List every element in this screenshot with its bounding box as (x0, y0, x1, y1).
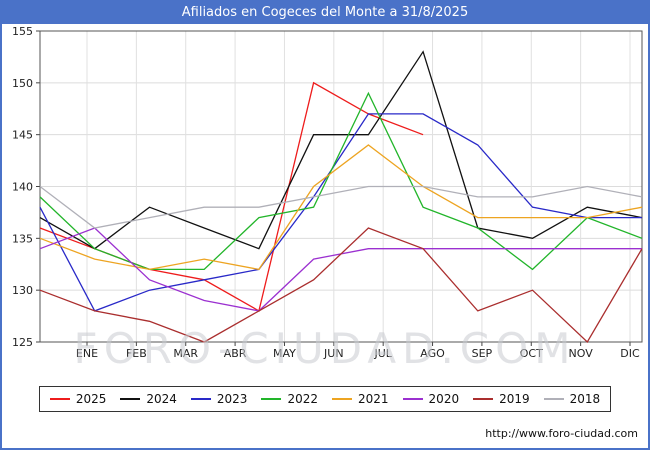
y-tick-label: 155 (12, 25, 33, 38)
y-tick-label: 125 (12, 336, 33, 349)
legend-swatch-2025 (49, 398, 70, 400)
x-tick-label: SEP (472, 347, 493, 360)
x-tick-label: MAY (273, 347, 296, 360)
series-line-2021 (39, 144, 643, 271)
series-line-2024 (39, 50, 643, 250)
legend-label-2020: 2020 (428, 392, 460, 406)
legend-swatch-2022 (261, 398, 282, 400)
y-tick-label: 145 (12, 129, 33, 142)
x-tick-label: OCT (520, 347, 543, 360)
x-tick-label: NOV (569, 347, 594, 360)
legend-swatch-2019 (473, 398, 494, 400)
series-line-2022 (39, 91, 643, 271)
legend-item-2020: 2020 (402, 392, 460, 406)
legend-item-2023: 2023 (190, 392, 248, 406)
series-line-2023 (39, 113, 642, 312)
legend-item-2018: 2018 (543, 392, 601, 406)
legend-label-2021: 2021 (358, 392, 389, 406)
legend-swatch-2018 (543, 398, 564, 400)
legend-item-2025: 2025 (49, 392, 107, 406)
legend-item-2024: 2024 (120, 392, 177, 406)
x-tick-label: MAR (173, 347, 198, 360)
y-tick-label: 140 (12, 181, 33, 194)
x-tick-label: ENE (76, 347, 98, 360)
series-line-2018 (39, 185, 643, 229)
y-tick-label: 150 (12, 77, 33, 90)
legend-item-2021: 2021 (332, 392, 389, 406)
legend-swatch-2020 (402, 398, 423, 400)
affiliates-line-chart: 125 130 135 140 145 150 155 ENE FEB MAR ABR MAY JUN J… (12, 25, 643, 360)
legend-label-2023: 2023 (216, 392, 248, 406)
series-line-2020 (39, 227, 642, 312)
x-tick-label: DIC (620, 347, 640, 360)
x-tick-label: AGO (420, 347, 445, 360)
legend-label-2024: 2024 (146, 392, 177, 406)
legend-label-2019: 2019 (499, 392, 530, 406)
x-tick-label: JUN (323, 347, 344, 360)
y-tick-label: 135 (12, 232, 33, 245)
legend-label-2022: 2022 (287, 392, 318, 406)
legend-label-2018: 2018 (569, 392, 601, 406)
legend-swatch-2024 (120, 398, 141, 400)
x-tick-label: FEB (126, 347, 147, 360)
legend-swatch-2023 (190, 398, 211, 400)
legend-swatch-2021 (332, 398, 352, 400)
series-line-2019 (39, 227, 643, 344)
legend-item-2022: 2022 (261, 392, 318, 406)
legend-label-2025: 2025 (75, 392, 107, 406)
chart-legend: 2025 2024 2023 2022 2021 2020 2019 2018 (38, 386, 612, 412)
footer-url[interactable]: http://www.foro-ciudad.com (485, 427, 638, 440)
legend-item-2019: 2019 (473, 392, 530, 406)
y-tick-label: 130 (12, 284, 33, 297)
x-tick-label: ABR (224, 347, 247, 360)
chart-title: Afiliados en Cogeces del Monte a 31/8/20… (2, 2, 648, 24)
x-tick-label: JUL (373, 347, 392, 360)
